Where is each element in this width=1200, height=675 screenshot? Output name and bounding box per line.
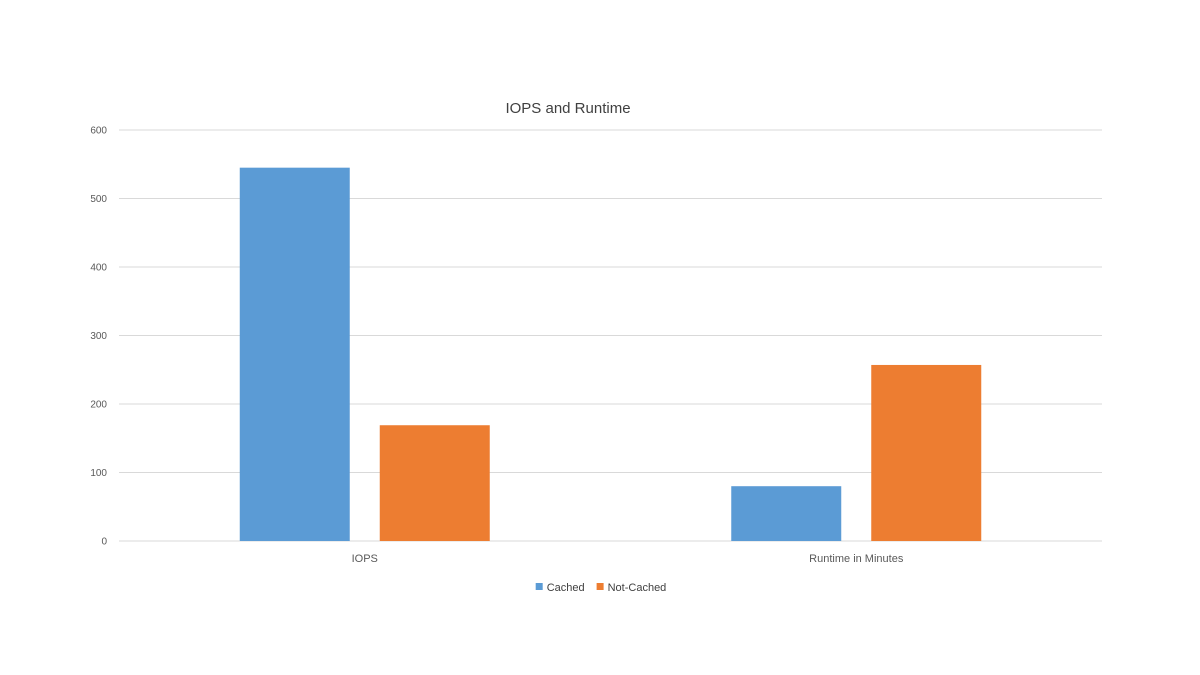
legend: Cached Not-Cached (535, 582, 667, 594)
legend-swatch (596, 583, 604, 590)
bar-not-cached-0 (379, 425, 490, 541)
bars (239, 167, 982, 542)
x-category-label: IOPS (352, 553, 378, 565)
y-tick-label: 400 (90, 263, 107, 274)
x-category-label: Runtime in Minutes (809, 553, 904, 565)
bar-not-cached-1 (871, 364, 982, 541)
y-tick-label: 500 (90, 194, 107, 205)
legend-label: Not-Cached (608, 582, 667, 594)
y-tick-label: 100 (90, 468, 107, 479)
legend-item-cached: Cached (535, 582, 585, 594)
chart-title: IOPS and Runtime (505, 100, 630, 117)
bar-cached-1 (731, 486, 842, 541)
legend-label: Cached (547, 582, 585, 594)
y-tick-label: 0 (101, 537, 107, 548)
y-tick-label: 300 (90, 331, 107, 342)
legend-item-not-cached: Not-Cached (596, 582, 667, 594)
y-axis-tick-labels: 0 100 200 300 400 500 600 (90, 126, 107, 548)
y-tick-label: 200 (90, 400, 107, 411)
x-axis-category-labels: IOPS Runtime in Minutes (352, 553, 904, 565)
legend-swatch (535, 583, 543, 590)
y-tick-label: 600 (90, 126, 107, 137)
bar-cached-0 (239, 167, 350, 542)
